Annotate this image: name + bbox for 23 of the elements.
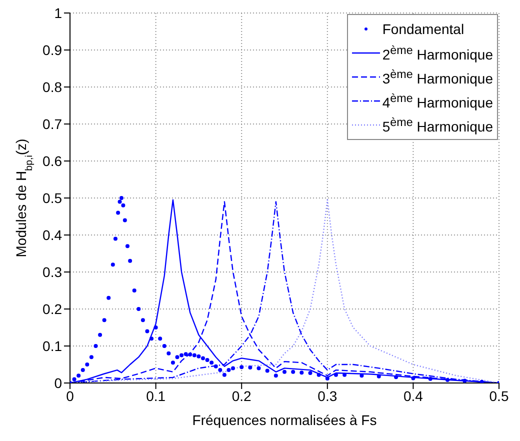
y-tick-label: 0.1	[42, 338, 62, 354]
x-tick-label: 0.2	[232, 388, 252, 404]
legend-label: 3$^{ème}$ Harmonique	[382, 68, 493, 86]
legend-label: 4$^{ème}$ Harmonique	[382, 92, 493, 110]
x-tick-label: 0.4	[403, 388, 424, 404]
x-tick-label: 0.5	[489, 388, 509, 404]
y-tick-label: 0.5	[42, 190, 62, 206]
x-tick-label: 0.3	[318, 388, 338, 404]
legend-label: 5$^{ème}$ Harmonique	[382, 116, 493, 134]
y-tick-label: 0.7	[42, 116, 62, 132]
x-tick-label: 0	[66, 388, 74, 404]
legend-label: 2$^{ème}$ Harmonique	[382, 44, 493, 62]
y-tick-label: 0.4	[42, 226, 62, 243]
x-tick-label: 0.1	[146, 388, 166, 404]
y-tick-label: 0.8	[42, 78, 62, 95]
y-tick-label: 0.6	[42, 152, 62, 169]
y-tick-label: 0.9	[42, 42, 62, 58]
y-tick-label: 0.2	[42, 300, 62, 317]
y-tick-label: 1	[54, 4, 62, 21]
y-tick-label: 0	[54, 374, 62, 391]
y-tick-label: 0.3	[42, 264, 62, 280]
legend-label: Fondamental	[382, 21, 464, 37]
x-axis-title: Fréquences normalisées à Fs	[192, 412, 377, 428]
